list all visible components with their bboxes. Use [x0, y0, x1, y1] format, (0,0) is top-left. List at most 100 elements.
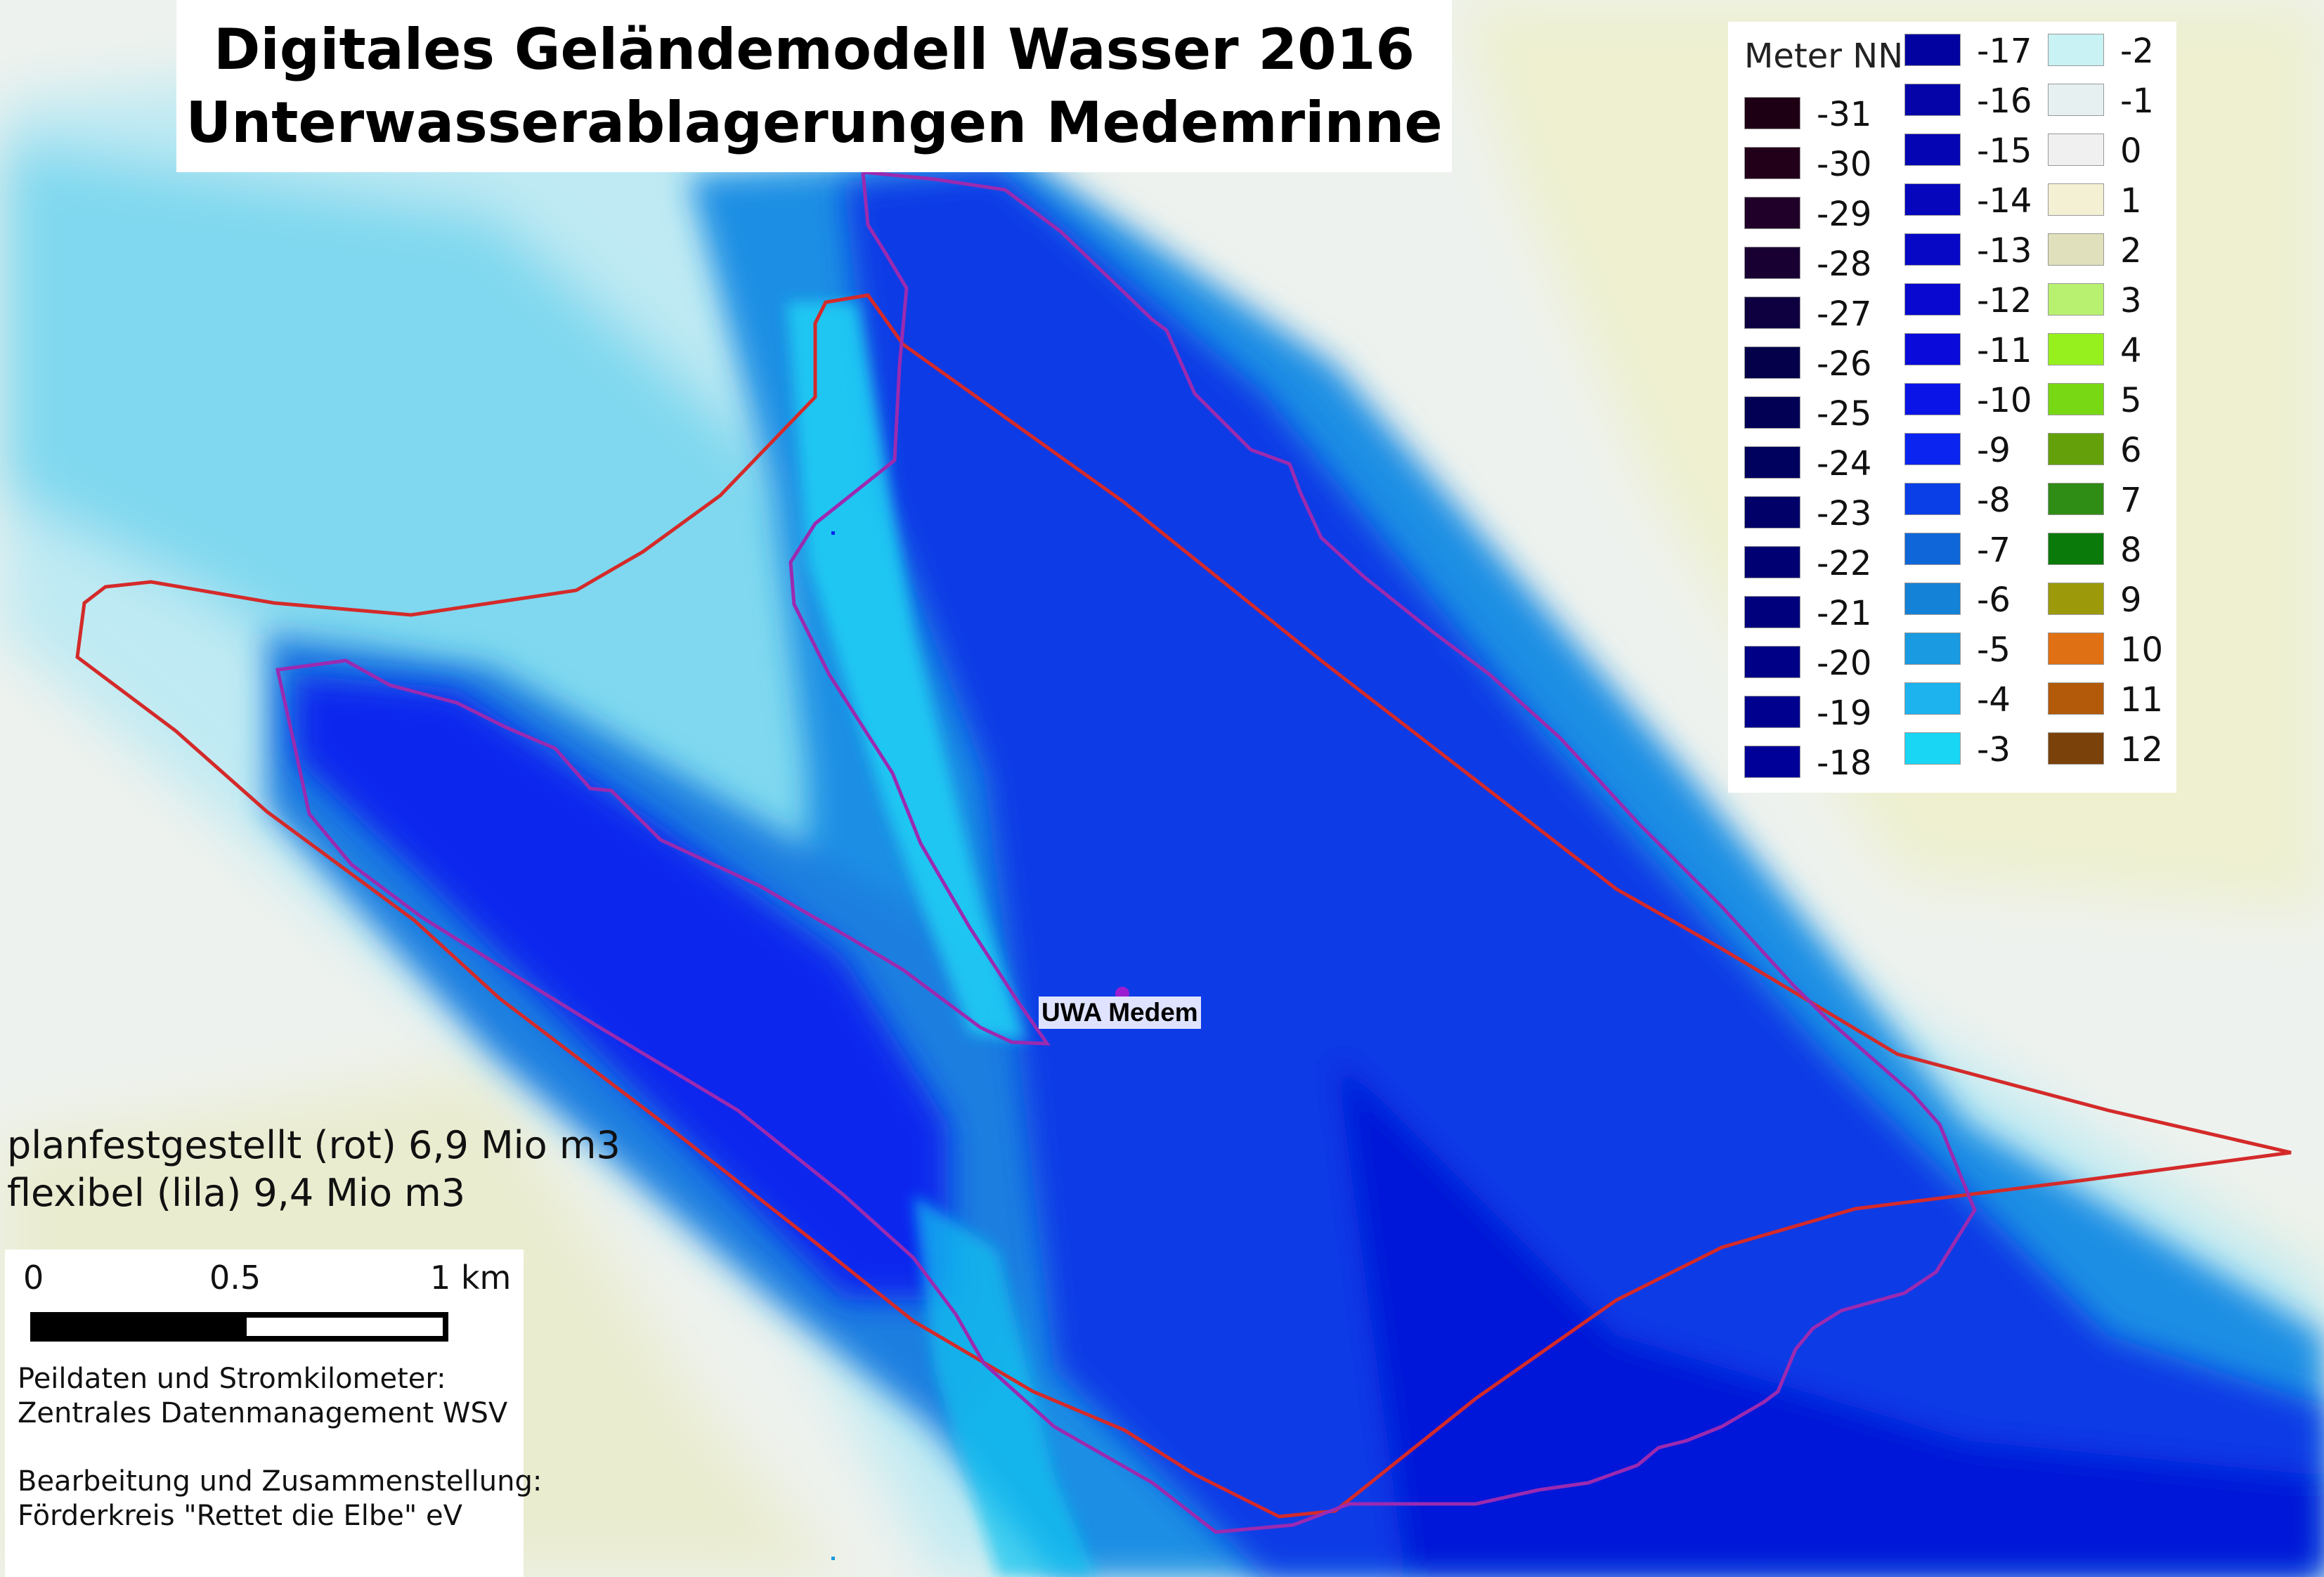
legend-value: -12: [1977, 281, 2032, 320]
legend-value: 1: [2120, 181, 2142, 221]
legend-value: 12: [2120, 730, 2164, 770]
channel-deep: [295, 169, 2324, 1577]
legend-swatch: [2048, 732, 2104, 765]
purple-outline-flexibel: [275, 170, 1977, 1534]
legend-swatch: [1744, 746, 1800, 778]
legend-value: -9: [1977, 431, 2011, 470]
legend-swatch: [2048, 632, 2104, 665]
legend-swatch: [1904, 383, 1961, 415]
credit-line-3: Bearbeitung und Zusammenstellung:: [18, 1465, 543, 1498]
legend-swatch: [1904, 283, 1961, 316]
legend-value: -18: [1817, 744, 1872, 783]
legend-value: -21: [1817, 594, 1872, 633]
scalebar-label-half: 0.5: [209, 1259, 261, 1297]
legend-value: 3: [2120, 281, 2142, 320]
legend-swatch: [1904, 732, 1961, 765]
legend-value: -31: [1817, 95, 1872, 134]
legend-value: 4: [2120, 331, 2142, 370]
legend-value: 11: [2120, 680, 2164, 720]
scalebar-label-0: 0: [23, 1259, 44, 1297]
legend-swatch: [1904, 84, 1961, 116]
cyan-strip: [787, 302, 1096, 1577]
map-title-line-2: Unterwasserablagerungen Medemrinne: [186, 89, 1443, 155]
depth-legend: Meter NN -31 -30 -29 -28 -27 -26 -25 -24 -23 -22-…: [1728, 22, 2176, 793]
legend-swatch: [2048, 34, 2104, 66]
legend-value: 9: [2120, 580, 2142, 620]
legend-swatch: [1744, 496, 1800, 528]
legend-value: -10: [1977, 381, 2032, 420]
legend-swatch: [1904, 583, 1961, 615]
legend-value: 6: [2120, 431, 2142, 470]
legend-swatch: [1744, 147, 1800, 179]
legend-swatch: [2048, 483, 2104, 515]
legend-swatch: [1744, 97, 1800, 129]
legend-swatch: [1904, 682, 1961, 715]
legend-swatch: [2048, 283, 2104, 316]
uwa-medem-label: UWA Medem: [1039, 997, 1201, 1029]
credit-line-2: Zentrales Datenmanagement WSV: [18, 1397, 508, 1429]
scalebar-credits-box: 0 0.5 1 km Peildaten und Stromkilometer:…: [5, 1250, 542, 1577]
legend-value: -1: [2120, 82, 2154, 121]
legend-swatch: [1904, 632, 1961, 665]
legend-swatch: [1744, 596, 1800, 628]
credit-line-4: Förderkreis "Rettet die Elbe" eV: [18, 1500, 462, 1532]
legend-value: -25: [1817, 394, 1872, 434]
legend-value: 2: [2120, 231, 2142, 271]
legend-swatch: [2048, 433, 2104, 465]
legend-value: -22: [1817, 544, 1872, 583]
legend-value: -26: [1817, 344, 1872, 384]
legend-swatch: [2048, 583, 2104, 615]
legend-value: 7: [2120, 481, 2142, 520]
legend-value: 5: [2120, 381, 2142, 420]
legend-value: -17: [1977, 32, 2032, 71]
legend-swatch: [2048, 233, 2104, 266]
volume-notes: planfestgestellt (rot) 6,9 Mio m3 flexib…: [7, 1122, 621, 1217]
legend-value: -29: [1817, 195, 1872, 234]
legend-swatch: [1744, 297, 1800, 329]
legend-value: -24: [1817, 444, 1872, 484]
legend-value: -11: [1977, 331, 2032, 370]
legend-swatch: [1744, 346, 1800, 379]
legend-value: -4: [1977, 680, 2011, 720]
legend-swatch: [1904, 183, 1961, 216]
legend-swatch: [1744, 546, 1800, 578]
legend-value: -6: [1977, 580, 2011, 620]
legend-swatch: [1904, 134, 1961, 166]
legend-header: Meter NN: [1744, 37, 1904, 76]
legend-swatch: [1744, 247, 1800, 279]
legend-swatch: [1744, 446, 1800, 479]
map-title-box: Digitales Geländemodell Wasser 2016 Unte…: [176, 0, 1452, 172]
volume-red: planfestgestellt (rot) 6,9 Mio m3: [7, 1123, 621, 1167]
legend-value: -8: [1977, 481, 2011, 520]
legend-value: -16: [1977, 82, 2032, 121]
legend-value: -20: [1817, 644, 1872, 683]
legend-value: -23: [1817, 494, 1872, 533]
legend-value: -14: [1977, 181, 2032, 221]
legend-swatch: [2048, 183, 2104, 216]
legend-value: -30: [1817, 145, 1872, 184]
legend-swatch: [1904, 333, 1961, 365]
legend-value: -7: [1977, 531, 2011, 570]
legend-swatch: [1744, 197, 1800, 229]
legend-value: 0: [2120, 131, 2142, 171]
legend-swatch: [2048, 84, 2104, 116]
legend-value: 10: [2120, 630, 2164, 670]
legend-swatch: [1904, 233, 1961, 266]
legend-swatch: [1744, 646, 1800, 678]
legend-value: -19: [1817, 694, 1872, 733]
legend-swatch: [2048, 682, 2104, 715]
volume-purple: flexibel (lila) 9,4 Mio m3: [7, 1171, 466, 1215]
legend-value: -15: [1977, 131, 2032, 171]
legend-swatch: [2048, 134, 2104, 166]
legend-value: -5: [1977, 630, 2011, 670]
credit-line-1: Peildaten und Stromkilometer:: [18, 1363, 446, 1395]
red-outline-planfestgestellt: [75, 293, 2292, 1519]
map-title-line-1: Digitales Geländemodell Wasser 2016: [213, 16, 1415, 82]
legend-swatch: [1904, 433, 1961, 465]
legend-value: -3: [1977, 730, 2011, 770]
legend-value: -28: [1817, 245, 1872, 284]
legend-value: -2: [2120, 32, 2154, 71]
legend-swatch: [2048, 333, 2104, 365]
legend-value: 8: [2120, 531, 2142, 570]
legend-swatch: [1904, 533, 1961, 565]
